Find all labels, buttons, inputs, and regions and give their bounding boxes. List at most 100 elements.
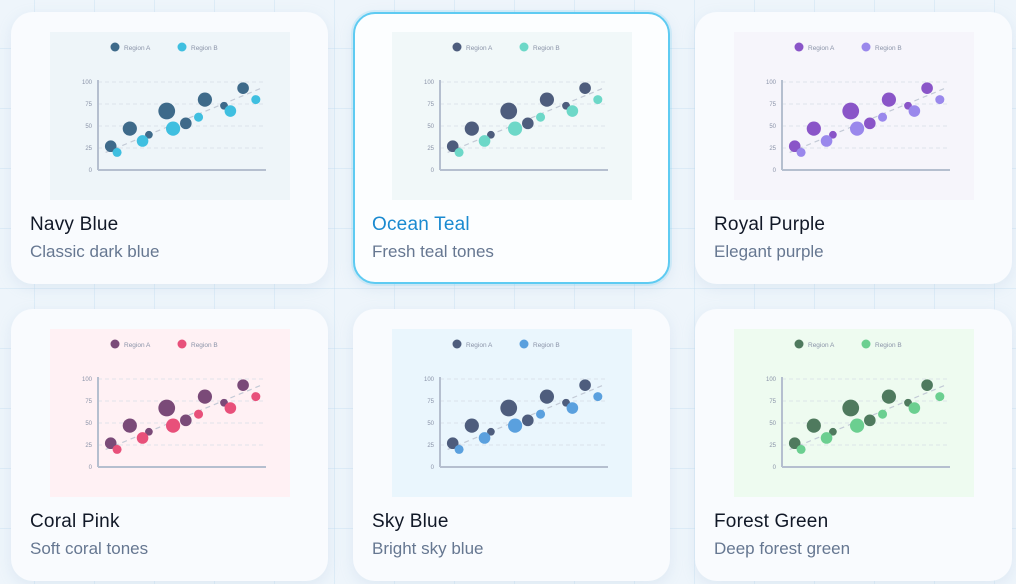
bubble-region-b (566, 402, 579, 414)
theme-description: Bright sky blue (372, 539, 484, 558)
bubble-region-b (935, 392, 945, 402)
bubble-region-a (104, 140, 117, 153)
chart-legend: Region A Region B (794, 339, 902, 349)
chart-preview: Region A Region B 0 25 50 75 100 (392, 329, 632, 497)
legend-label-region-b: Region B (191, 45, 218, 52)
bubble-chart: Region A Region B 0 25 50 75 100 (392, 329, 632, 497)
bubble-region-b (478, 135, 491, 147)
bubble-region-b (820, 432, 833, 444)
bubble-region-a (500, 399, 518, 417)
bubble-region-a (842, 102, 860, 120)
theme-title: Forest Green (714, 511, 829, 532)
legend-label-region-a: Region A (124, 342, 151, 349)
bubble-region-a (788, 140, 801, 153)
bubble-region-a (145, 130, 153, 139)
bubble-region-b (536, 112, 546, 122)
bubble-region-a (864, 414, 876, 427)
theme-card-sky-blue[interactable]: Region A Region B 0 25 50 75 100 Sky Blue Bright… (353, 309, 670, 581)
legend-swatch-region-a (794, 339, 804, 349)
bubble-region-a (522, 117, 534, 130)
bubble-region-a (881, 389, 897, 404)
bubble-region-a (539, 92, 555, 107)
bubble-region-b (454, 444, 464, 454)
theme-description: Soft coral tones (30, 539, 149, 558)
y-tick-label: 50 (427, 124, 434, 130)
bubble-region-b (908, 402, 921, 414)
bubble-region-a (180, 117, 192, 130)
bubble-region-a (579, 379, 591, 391)
bubble-chart: Region A Region B 0 25 50 75 100 (50, 329, 290, 497)
chart-preview: Region A Region B 0 25 50 75 100 (392, 32, 632, 200)
theme-card-forest-green[interactable]: Region A Region B 0 25 50 75 100 Forest Green De… (695, 309, 1012, 581)
legend-label-region-a: Region A (808, 45, 835, 52)
bubble-region-a (446, 437, 459, 450)
theme-description: Deep forest green (714, 539, 851, 558)
legend-swatch-region-a (794, 42, 804, 52)
legend-swatch-region-b (861, 339, 871, 349)
theme-title: Ocean Teal (372, 214, 470, 235)
bubble-region-a (104, 437, 117, 450)
theme-card-coral-pink[interactable]: Region A Region B 0 25 50 75 100 Coral Pink Soft… (11, 309, 328, 581)
y-tick-label: 25 (769, 146, 776, 152)
bubble-region-b (251, 392, 261, 402)
bubble-region-b (820, 135, 833, 147)
legend-label-region-b: Region B (533, 45, 560, 52)
bubble-region-b (194, 409, 204, 419)
bubble-region-b (796, 444, 806, 454)
bubble-region-b (194, 112, 204, 122)
theme-description: Elegant purple (714, 242, 824, 261)
y-tick-label: 25 (85, 443, 92, 449)
chart-legend: Region A Region B (110, 339, 218, 349)
theme-title: Navy Blue (30, 214, 119, 235)
bubble-region-a (806, 121, 821, 136)
theme-card-navy-blue[interactable]: Region A Region B 0 25 50 75 100 Navy Blue Class… (11, 12, 328, 284)
legend-label-region-b: Region B (533, 342, 560, 349)
theme-title: Coral Pink (30, 511, 120, 532)
bubble-region-b (454, 147, 464, 157)
bubble-region-b (593, 95, 603, 105)
bubble-region-b (849, 418, 865, 433)
theme-title: Sky Blue (372, 511, 449, 532)
legend-label-region-a: Region A (124, 45, 151, 52)
bubble-region-b (224, 402, 237, 414)
y-tick-label: 50 (769, 421, 776, 427)
bubble-region-b (507, 418, 523, 433)
theme-card-ocean-teal[interactable]: Region A Region B 0 25 50 75 100 Ocean Teal Fres… (353, 12, 670, 284)
legend-label-region-b: Region B (875, 342, 902, 349)
bubble-region-a (579, 82, 591, 94)
y-tick-label: 0 (773, 168, 777, 174)
bubble-region-a (197, 389, 213, 404)
chart-preview: Region A Region B 0 25 50 75 100 (734, 32, 974, 200)
legend-swatch-region-b (519, 42, 529, 52)
bubble-chart: Region A Region B 0 25 50 75 100 (50, 32, 290, 200)
bubble-region-b (136, 135, 149, 147)
bubble-region-b (536, 409, 546, 419)
bubble-region-a (788, 437, 801, 450)
bubble-region-b (566, 105, 579, 117)
bubble-region-b (935, 95, 945, 105)
bubble-region-a (464, 418, 479, 433)
chart-legend: Region A Region B (794, 42, 902, 52)
y-tick-label: 100 (82, 80, 93, 86)
bubble-region-a (487, 427, 495, 436)
bubble-region-a (842, 399, 860, 417)
y-tick-label: 100 (424, 377, 435, 383)
bubble-region-b (224, 105, 237, 117)
bubble-region-a (446, 140, 459, 153)
y-tick-label: 100 (766, 377, 777, 383)
legend-swatch-region-a (452, 42, 462, 52)
theme-description: Fresh teal tones (372, 242, 494, 261)
y-tick-label: 25 (85, 146, 92, 152)
theme-card-royal-purple[interactable]: Region A Region B 0 25 50 75 100 Royal Purple El… (695, 12, 1012, 284)
y-tick-label: 100 (766, 80, 777, 86)
y-tick-label: 25 (427, 443, 434, 449)
bubble-region-a (158, 399, 176, 417)
y-tick-label: 0 (431, 465, 435, 471)
bubble-region-b (507, 121, 523, 136)
bubble-region-a (180, 414, 192, 427)
y-tick-label: 0 (89, 465, 93, 471)
y-tick-label: 25 (769, 443, 776, 449)
bubble-region-a (921, 379, 933, 391)
bubble-region-b (593, 392, 603, 402)
